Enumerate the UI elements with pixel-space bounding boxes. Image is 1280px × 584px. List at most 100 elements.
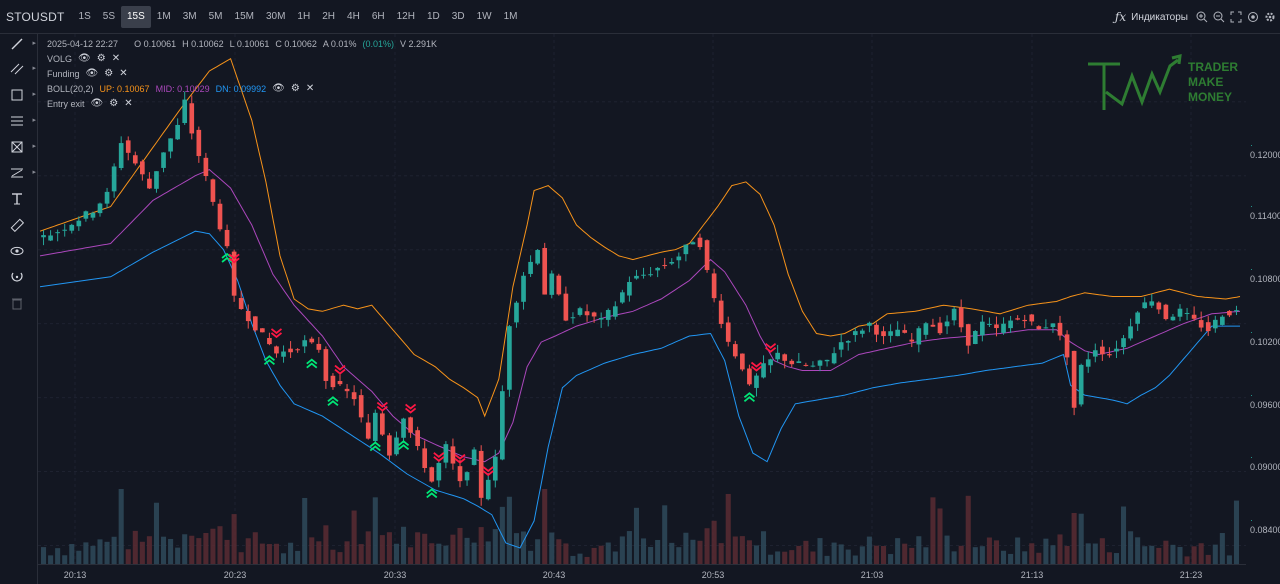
candle-body — [358, 395, 364, 418]
candle-body — [528, 261, 533, 274]
candle-body — [97, 203, 103, 214]
candle-body — [1064, 334, 1070, 358]
rectangle-tool[interactable]: ▸ — [4, 85, 36, 105]
fullscreen-icon[interactable] — [1230, 11, 1242, 23]
timeframe-1w[interactable]: 1W — [476, 10, 492, 22]
gear-icon[interactable]: ⚙ — [104, 68, 114, 79]
pattern-tool[interactable]: ▸ — [4, 137, 36, 157]
magnet-icon — [11, 272, 23, 282]
timeframe-1d[interactable]: 1D — [426, 10, 440, 22]
candle-body — [648, 274, 653, 276]
candle-body — [147, 178, 152, 189]
price-chart[interactable] — [38, 34, 1246, 564]
volume-bar — [168, 538, 174, 564]
price-tick: · 0.12000 — [1250, 140, 1280, 160]
projection-icon — [11, 168, 23, 178]
candle-body — [90, 212, 96, 218]
candle-body — [768, 359, 773, 366]
candle-body — [916, 328, 922, 345]
timeframe-30m[interactable]: 30M — [265, 10, 286, 22]
volume-bar — [605, 542, 611, 564]
candle-body — [556, 275, 562, 295]
candle-body — [1205, 322, 1211, 332]
volume-bar — [761, 531, 767, 564]
volume-bar — [48, 555, 54, 564]
magnet-tool[interactable] — [4, 267, 30, 287]
timeframe-3d[interactable]: 3D — [451, 10, 465, 22]
timeframe-5m[interactable]: 5M — [208, 10, 223, 22]
candle-body — [718, 300, 724, 324]
candle-body — [634, 275, 639, 279]
timeframe-15s[interactable]: 15S — [121, 5, 151, 28]
visibility-tool[interactable] — [4, 241, 30, 261]
volume-bar — [916, 536, 922, 564]
chart-legend: 2025-04-12 22:27 O 0.10061 H 0.10062 L 0… — [47, 36, 437, 111]
volume-bar — [852, 555, 858, 564]
volume-bar — [104, 541, 110, 564]
settings-icon[interactable] — [1264, 11, 1276, 23]
timeframe-2h[interactable]: 2H — [322, 10, 336, 22]
timeframe-6h[interactable]: 6H — [371, 10, 385, 22]
volume-bar — [521, 531, 527, 564]
candle-body — [118, 143, 124, 168]
indicator-row-volg: VOLG 👁 ⚙ ✕ — [47, 51, 437, 66]
gear-icon[interactable]: ⚙ — [96, 53, 106, 64]
timeframe-1mo[interactable]: 1M — [503, 10, 518, 22]
timeframe-12h[interactable]: 12H — [396, 10, 415, 22]
close-icon[interactable]: ✕ — [111, 53, 121, 64]
candle-body — [1043, 327, 1049, 329]
text-tool[interactable] — [4, 189, 30, 209]
volume-bar — [266, 544, 272, 564]
price-tick: · 0.11400 — [1250, 201, 1280, 221]
timeframe-1m[interactable]: 1M — [156, 10, 171, 22]
candle-body — [443, 444, 449, 463]
volume-bar — [655, 539, 661, 564]
volume-bar — [1001, 550, 1007, 564]
candle-body — [1220, 316, 1225, 325]
volume-bar — [323, 525, 329, 564]
eye-icon[interactable]: 👁 — [272, 83, 285, 94]
candle-body — [217, 203, 223, 230]
candle-body — [627, 282, 632, 296]
timeframe-15m[interactable]: 15M — [234, 10, 254, 22]
eye-icon[interactable]: 👁 — [78, 53, 91, 64]
symbol-label[interactable]: STOUSDT — [6, 9, 65, 24]
time-axis[interactable]: 20:13 20:23 20:33 20:43 20:53 21:03 21:1… — [38, 564, 1246, 584]
close-icon[interactable]: ✕ — [124, 98, 133, 109]
volume-bar — [69, 544, 75, 564]
timeframe-5s[interactable]: 5S — [102, 10, 115, 22]
candle-body — [309, 338, 315, 343]
timeframe-4h[interactable]: 4H — [347, 10, 360, 22]
projection-tool[interactable]: ▸ — [4, 163, 36, 183]
close-icon[interactable]: ✕ — [305, 83, 315, 94]
fib-tool[interactable]: ▸ — [4, 111, 36, 131]
candle-body — [824, 359, 830, 362]
zoom-in-icon[interactable] — [1196, 11, 1208, 23]
fx-icon[interactable]: ƒx — [1114, 10, 1127, 24]
timeframe-1h[interactable]: 1H — [297, 10, 311, 22]
timeframe-1s[interactable]: 1S — [78, 10, 91, 22]
candle-body — [1163, 304, 1169, 320]
price-axis[interactable]: · 0.12000 · 0.11400 · 0.10800 · 0.10200 … — [1246, 34, 1280, 564]
ruler-tool[interactable] — [4, 215, 30, 235]
close-icon[interactable]: ✕ — [119, 68, 128, 79]
timeframe-3m[interactable]: 3M — [182, 10, 197, 22]
sell-signal-marker — [376, 401, 388, 412]
gear-icon[interactable]: ⚙ — [290, 83, 300, 94]
eye-icon[interactable]: 👁 — [85, 68, 99, 79]
parallel-lines-tool[interactable]: ▸ — [4, 59, 36, 79]
volume-bar — [570, 555, 576, 564]
candle-body — [231, 251, 237, 296]
trendline-tool[interactable]: ▸ — [4, 34, 36, 54]
candle-body — [281, 351, 286, 357]
volume-bar — [464, 537, 470, 564]
delete-tool[interactable] — [4, 293, 30, 313]
indicators-button[interactable]: Индикаторы — [1131, 11, 1188, 23]
eye-icon[interactable]: 👁 — [90, 98, 104, 109]
gear-icon[interactable]: ⚙ — [109, 98, 119, 109]
candle-body — [782, 354, 788, 361]
zoom-out-icon[interactable] — [1213, 11, 1225, 23]
volume-bar — [76, 550, 82, 564]
camera-icon[interactable] — [1247, 11, 1259, 23]
volume-bar — [125, 549, 131, 564]
